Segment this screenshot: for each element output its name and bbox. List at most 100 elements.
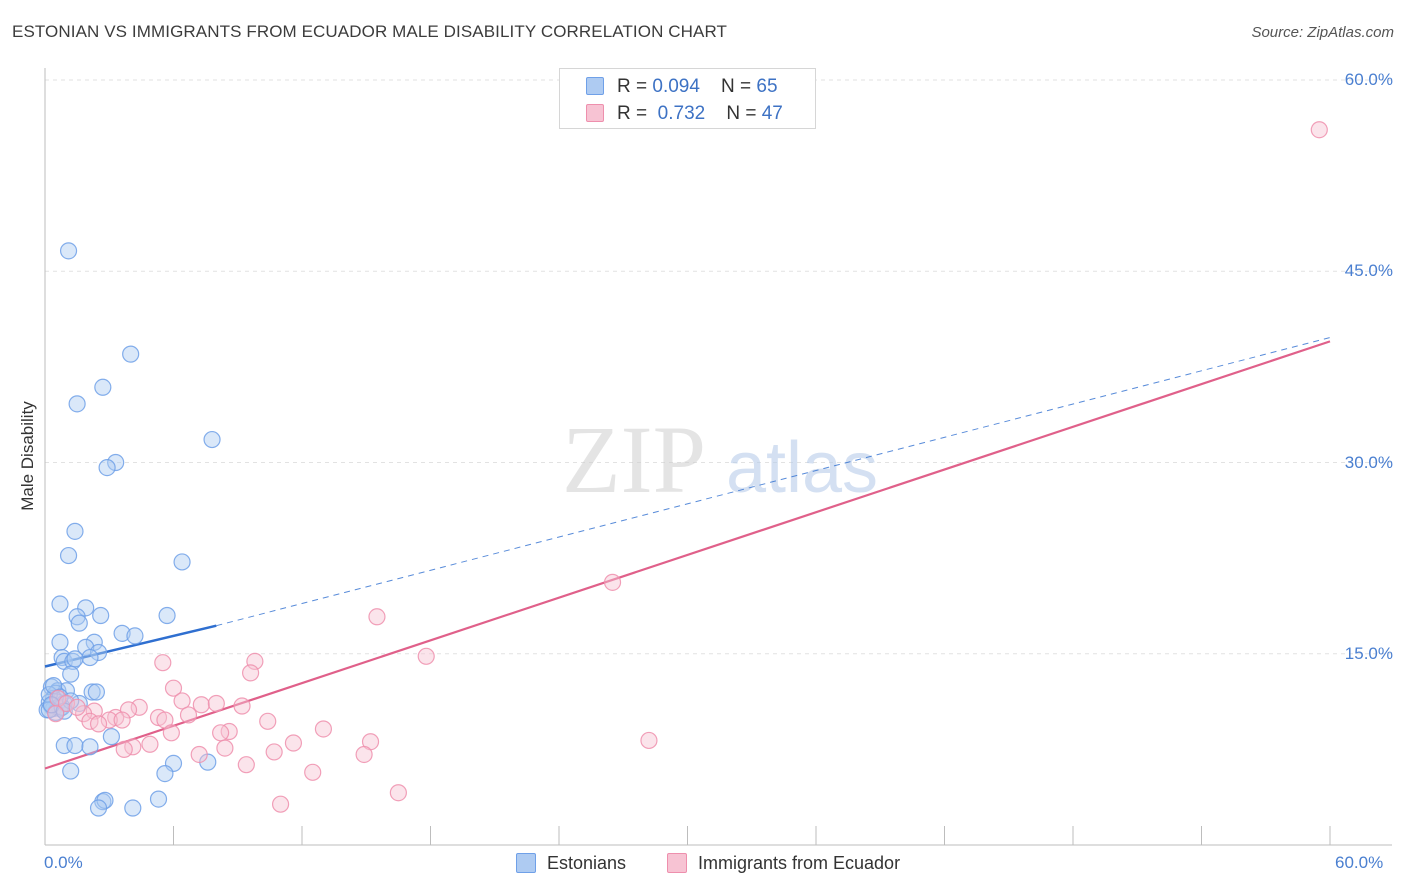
- point-ecuador-42: [389, 784, 407, 802]
- bottom-legend-swatch-ecuador: [667, 853, 687, 873]
- y-tick-label-2: 45.0%: [1344, 261, 1393, 281]
- bottom-legend-label-estonians: Estonians: [547, 853, 627, 873]
- point-estonians-20: [77, 638, 95, 656]
- point-estonians-26: [66, 650, 84, 668]
- point-ecuador-7: [164, 679, 183, 697]
- point-ecuador-39: [355, 745, 373, 764]
- chart-title: ESTONIAN VS IMMIGRANTS FROM ECUADOR MALE…: [12, 22, 728, 41]
- point-estonians-50: [81, 738, 99, 756]
- trend-line-estonians-extension: [216, 337, 1331, 627]
- point-estonians-0: [59, 242, 78, 260]
- legend-n-value-ecuador: 47: [761, 103, 783, 124]
- point-estonians-49: [66, 736, 84, 755]
- x-tick-label-max: 60.0%: [1335, 853, 1384, 872]
- watermark-atlas: atlas: [726, 428, 878, 508]
- point-estonians-43: [40, 685, 58, 704]
- legend-swatch-ecuador: [586, 104, 604, 122]
- trend-line-ecuador: [44, 340, 1331, 770]
- legend-n-label: N =: [726, 103, 762, 124]
- point-estonians-33: [87, 683, 106, 701]
- point-estonians-2: [94, 378, 112, 396]
- point-estonians-18: [51, 633, 69, 651]
- point-ecuador-40: [237, 756, 255, 774]
- data-points: [38, 121, 1328, 817]
- point-ecuador-3: [417, 647, 435, 665]
- point-estonians-5: [107, 453, 125, 472]
- point-ecuador-1: [603, 573, 622, 591]
- point-estonians-8: [59, 546, 78, 565]
- point-estonians-53: [156, 764, 174, 783]
- point-ecuador-23: [259, 712, 277, 730]
- point-ecuador-33: [141, 735, 159, 753]
- point-ecuador-5: [154, 654, 172, 672]
- y-tick-label-0: 15.0%: [1344, 643, 1393, 663]
- point-ecuador-26: [220, 722, 238, 741]
- point-estonians-7: [66, 522, 84, 540]
- point-ecuador-30: [57, 694, 76, 713]
- point-ecuador-25: [314, 720, 333, 738]
- point-estonians-13: [68, 608, 86, 626]
- bottom-legend-label-ecuador: Immigrants from Ecuador: [698, 853, 901, 873]
- point-ecuador-46: [115, 740, 133, 758]
- point-ecuador-0: [1310, 121, 1328, 139]
- point-estonians-32: [83, 683, 101, 701]
- point-ecuador-27: [162, 724, 180, 742]
- point-estonians-6: [98, 459, 116, 477]
- point-ecuador-36: [265, 743, 283, 761]
- point-ecuador-22: [113, 711, 131, 729]
- point-estonians-15: [70, 614, 88, 632]
- point-estonians-3: [68, 395, 86, 413]
- legend-r-value-ecuador: 0.732: [657, 103, 706, 124]
- point-ecuador-44: [68, 698, 86, 716]
- point-ecuador-21: [89, 715, 108, 733]
- point-ecuador-10: [207, 694, 225, 713]
- point-ecuador-43: [271, 795, 290, 813]
- legend-r-value-estonians: 0.094: [652, 76, 700, 97]
- point-ecuador-11: [233, 697, 251, 715]
- point-estonians-14: [158, 606, 176, 625]
- point-estonians-59: [124, 799, 142, 817]
- legend-swatch-estonians: [586, 77, 604, 95]
- point-estonians-47: [102, 728, 120, 746]
- point-ecuador-8: [173, 692, 191, 710]
- point-ecuador-13: [119, 701, 138, 719]
- point-ecuador-2: [368, 608, 386, 626]
- point-estonians-23: [81, 648, 99, 667]
- point-ecuador-34: [216, 739, 234, 757]
- watermark-zip: ZIP: [562, 406, 706, 513]
- legend-n-value-estonians: 65: [756, 76, 778, 97]
- point-estonians-54: [62, 762, 80, 780]
- source-label: Source: ZipAtlas.com: [1251, 24, 1394, 41]
- point-ecuador-9: [192, 696, 210, 714]
- point-ecuador-45: [47, 705, 65, 723]
- point-estonians-58: [89, 799, 108, 817]
- point-ecuador-38: [640, 731, 658, 750]
- point-estonians-4: [203, 430, 221, 449]
- point-estonians-1: [122, 345, 140, 363]
- point-estonians-10: [51, 595, 69, 613]
- legend-n-label: N =: [721, 76, 757, 97]
- point-estonians-17: [126, 627, 144, 645]
- point-ecuador-28: [212, 724, 230, 742]
- point-estonians-12: [92, 606, 110, 625]
- point-estonians-27: [62, 665, 80, 683]
- grid-lines: [45, 79, 1392, 655]
- point-estonians-11: [77, 599, 95, 617]
- point-estonians-9: [173, 553, 191, 571]
- y-tick-label-1: 30.0%: [1344, 452, 1393, 472]
- trend-line-estonians: [44, 624, 217, 668]
- point-ecuador-14: [85, 702, 103, 720]
- point-ecuador-35: [190, 745, 208, 764]
- point-estonians-16: [113, 624, 131, 642]
- point-ecuador-12: [130, 698, 148, 716]
- bottom-legend-swatch-estonians: [516, 853, 536, 873]
- point-ecuador-6: [242, 664, 260, 682]
- point-estonians-25: [64, 652, 82, 671]
- point-ecuador-24: [179, 706, 198, 724]
- point-ecuador-41: [304, 763, 322, 781]
- point-ecuador-32: [284, 734, 303, 752]
- legend-r-label: R =: [617, 103, 653, 124]
- point-estonians-21: [89, 643, 108, 662]
- correlation-legend: R = 0.094 N = 65 R = 0.732 N = 47: [559, 68, 816, 129]
